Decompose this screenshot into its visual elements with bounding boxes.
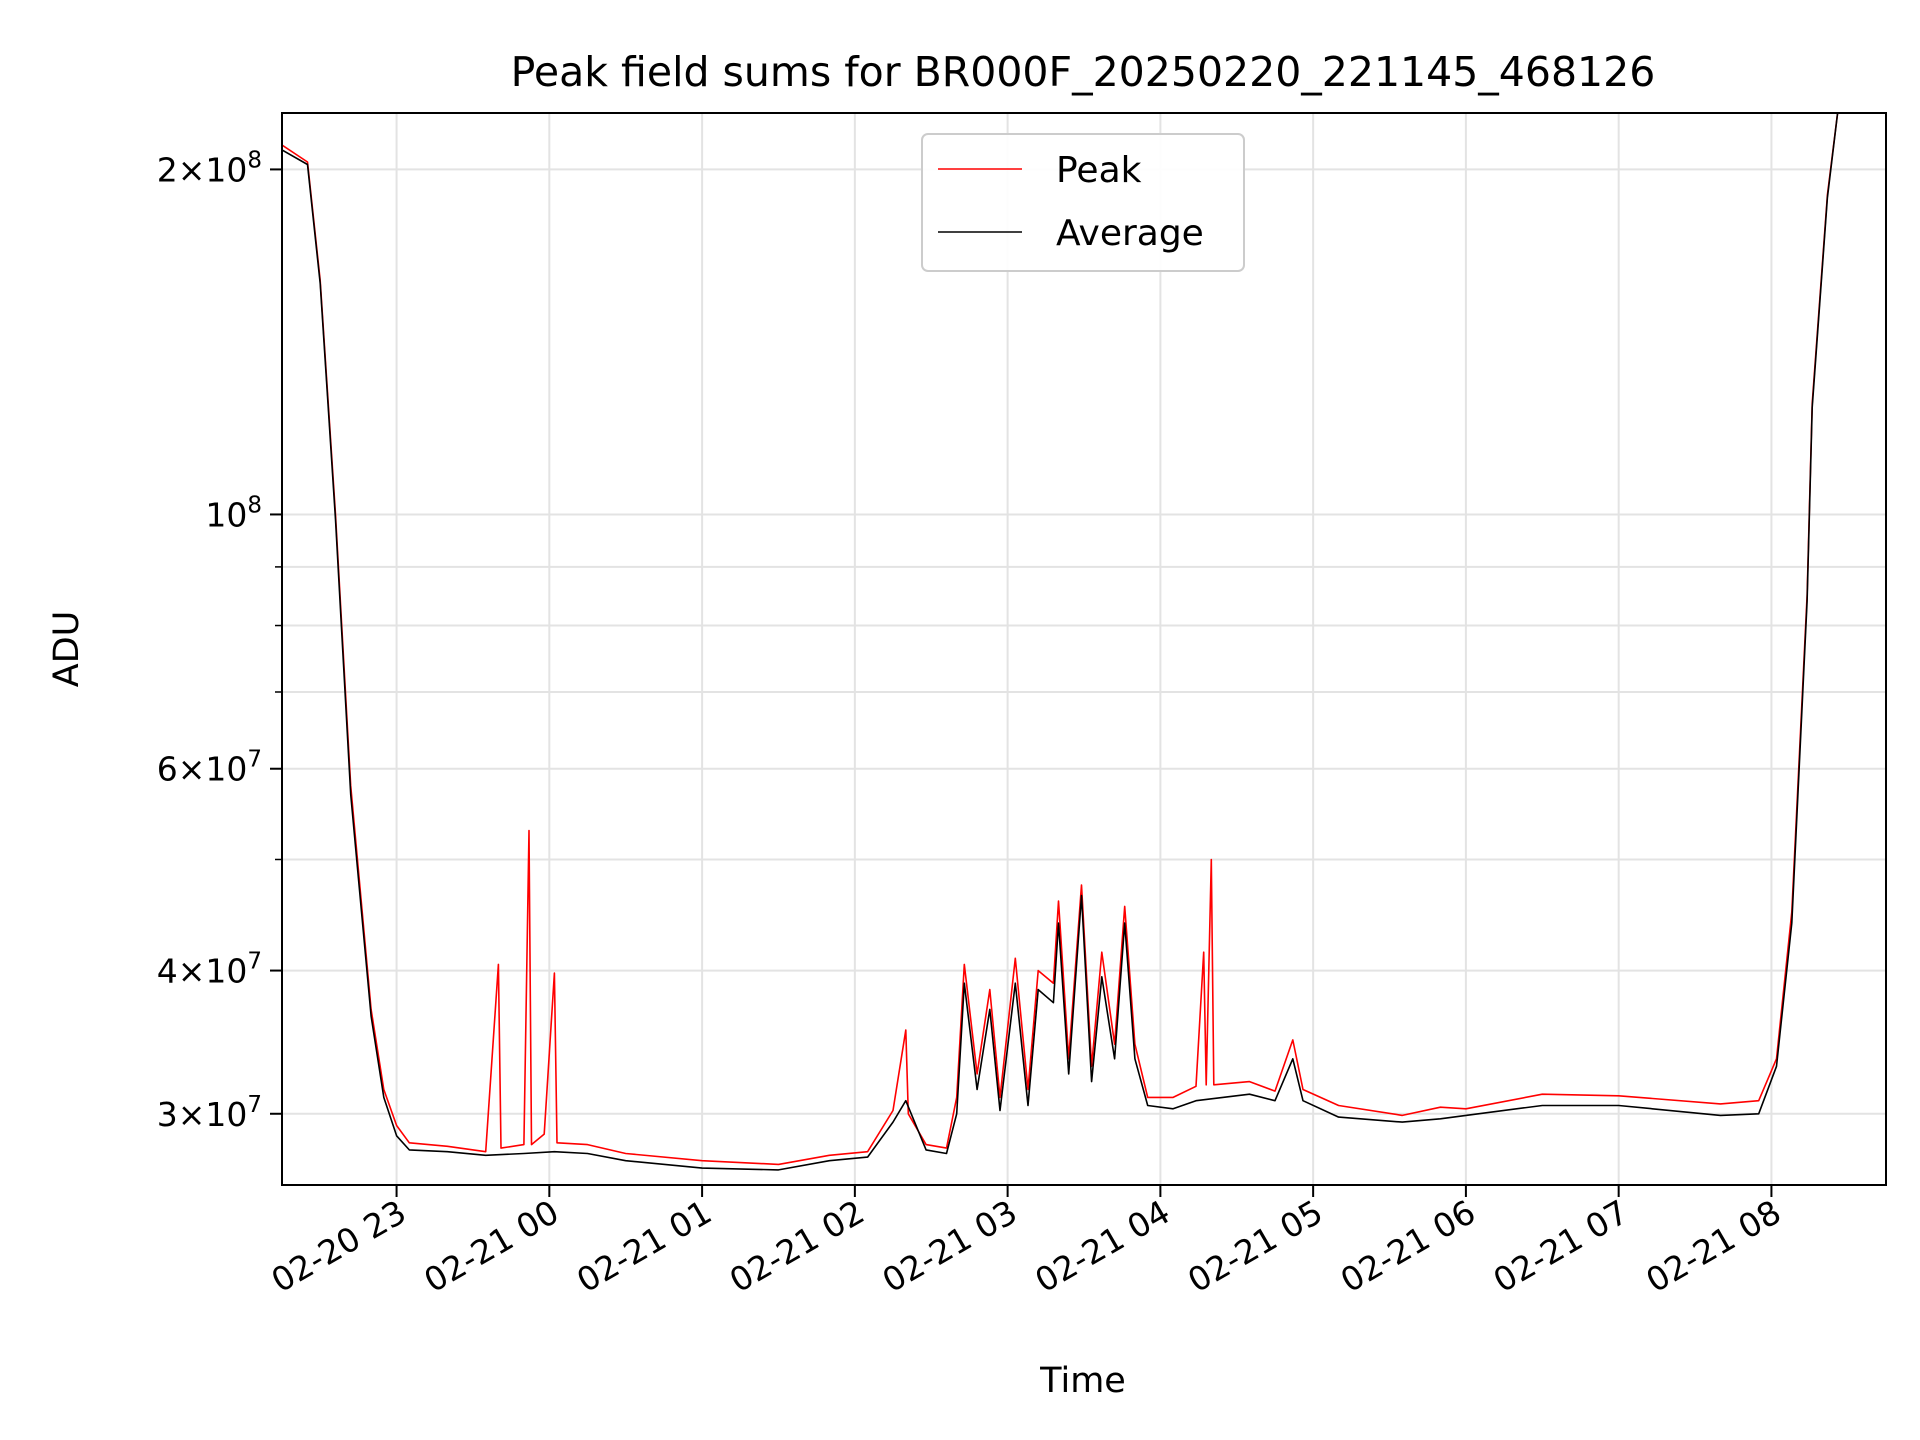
- x-axis-label: Time: [1039, 1361, 1126, 1401]
- y-tick-label: 2×108: [157, 147, 262, 189]
- chart-title: Peak field sums for BR000F_20250220_2211…: [511, 48, 1656, 96]
- legend-label-average: Average: [1056, 213, 1204, 254]
- legend-label-peak: Peak: [1056, 150, 1142, 191]
- y-tick-label: 3×107: [157, 1092, 262, 1134]
- y-tick-label: 4×107: [157, 949, 262, 991]
- y-tick-label: 6×107: [157, 747, 262, 789]
- y-axis-label: ADU: [47, 611, 87, 688]
- legend: Peak Average: [922, 134, 1244, 271]
